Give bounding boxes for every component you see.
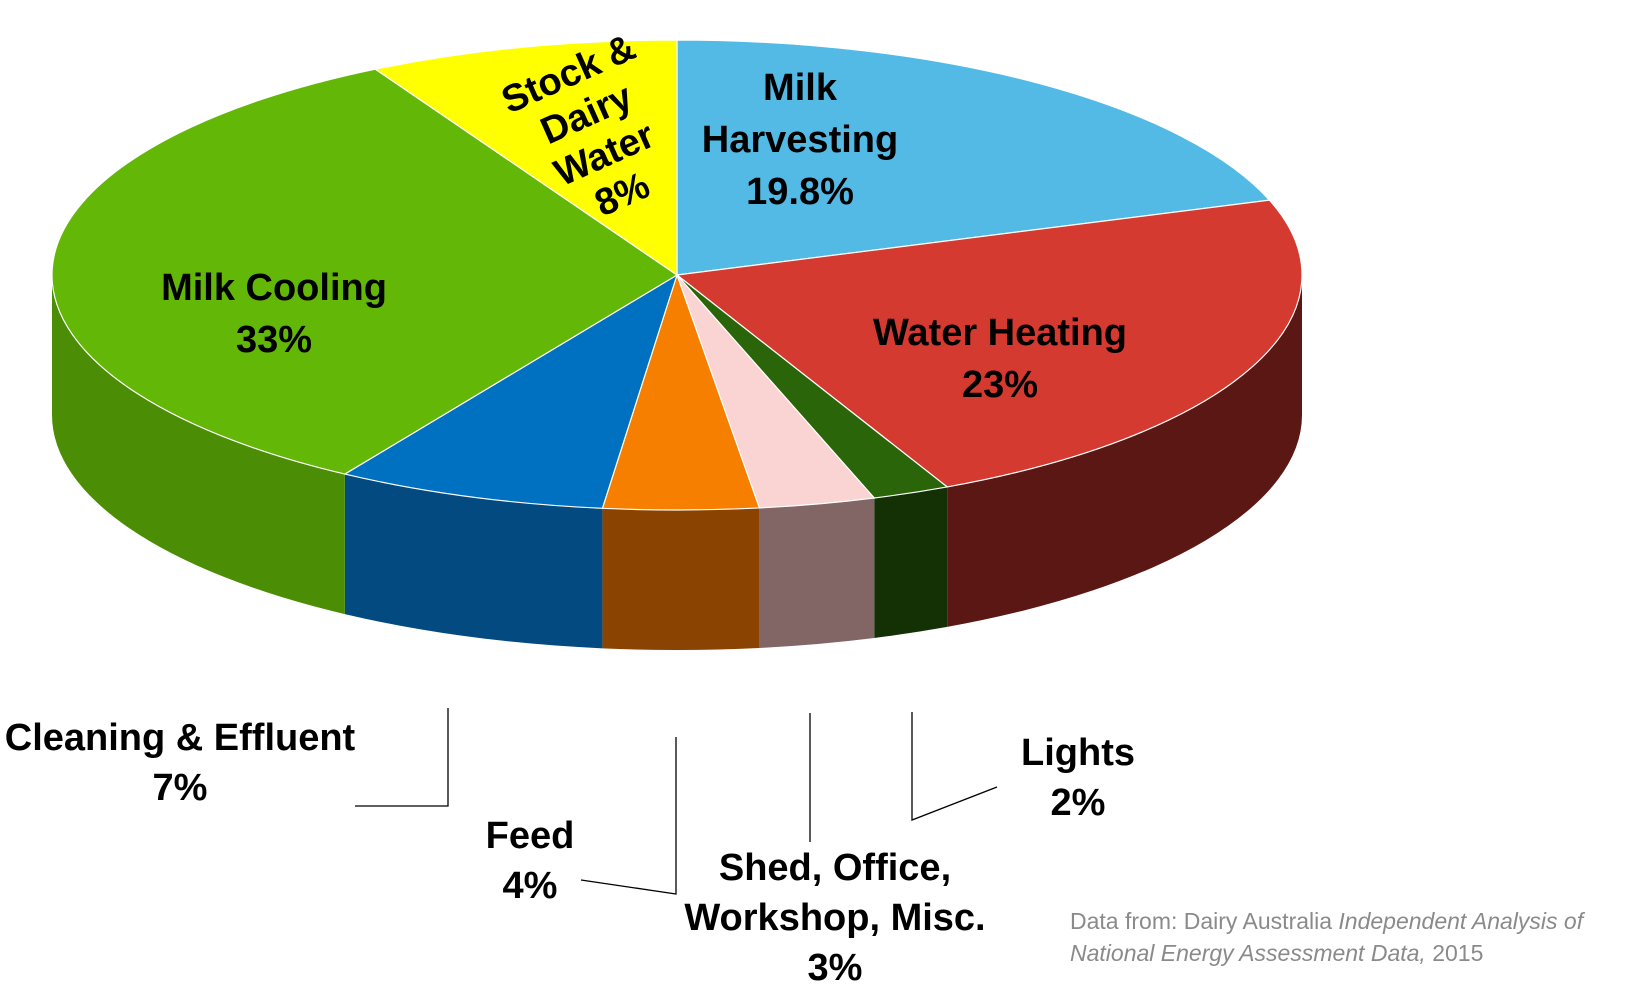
label-shed-line: Workshop, Misc. xyxy=(684,897,985,939)
source-note: Data from: Dairy Australia Independent A… xyxy=(1070,905,1630,969)
label-shed-line: Shed, Office, xyxy=(719,847,951,889)
source-year: 2015 xyxy=(1425,940,1484,966)
label-shed: Shed, Office, Workshop, Misc. 3% xyxy=(684,847,985,989)
label-milk-cooling-line: Milk Cooling xyxy=(161,267,387,309)
source-prefix: Data from: Dairy Australia xyxy=(1070,908,1339,934)
label-feed-line: 4% xyxy=(503,865,558,907)
pie-side-shed-office-workshop-misc xyxy=(759,497,875,648)
label-water-heating: Water Heating 23% xyxy=(873,312,1127,406)
pie-side-water-heating xyxy=(947,275,1302,627)
source-title: Independent Analysis of National Energy … xyxy=(1070,908,1584,966)
pie-slice-milk-cooling xyxy=(51,68,679,475)
label-cleaning: Cleaning & Effluent 7% xyxy=(5,717,356,809)
pie-slice-water-heating xyxy=(675,199,1303,488)
pie-side-feed xyxy=(602,507,760,650)
label-milk-cooling: Milk Cooling 33% xyxy=(161,267,387,361)
leader-lines xyxy=(355,708,998,895)
leader-line-feed xyxy=(580,737,677,895)
leader-line-cleaning xyxy=(355,708,449,807)
label-shed-line: 3% xyxy=(808,947,863,989)
label-milk-harvesting-line: Milk xyxy=(763,67,838,109)
pie-side-lights xyxy=(874,486,948,638)
label-lights-line: Lights xyxy=(1021,732,1135,774)
slice-labels: Milk Harvesting 19.8% Water Heating 23% Milk … xyxy=(5,26,1135,989)
label-lights: Lights 2% xyxy=(1021,732,1135,824)
label-water-heating-line: Water Heating xyxy=(873,312,1127,354)
label-water-heating-line: 23% xyxy=(962,364,1038,406)
pie-side-milk-cooling xyxy=(52,275,345,615)
leader-line-lights xyxy=(911,712,998,821)
label-milk-harvesting: Milk Harvesting 19.8% xyxy=(702,67,898,213)
pie-side-cleaning-effluent xyxy=(344,474,603,649)
label-milk-cooling-line: 33% xyxy=(236,319,312,361)
pie-sides xyxy=(52,275,1302,650)
label-cleaning-line: 7% xyxy=(153,767,208,809)
pie-slice-cleaning-effluent xyxy=(343,273,679,509)
label-milk-harvesting-line: Harvesting xyxy=(702,119,898,161)
label-feed: Feed 4% xyxy=(486,815,575,907)
label-milk-harvesting-line: 19.8% xyxy=(746,171,854,213)
pie-slice-milk-harvesting xyxy=(676,39,1271,276)
label-cleaning-line: Cleaning & Effluent xyxy=(5,717,356,759)
pie-slice-stock-dairy-water xyxy=(373,39,678,277)
pie-tops xyxy=(51,39,1303,511)
label-feed-line: Feed xyxy=(486,815,575,857)
label-lights-line: 2% xyxy=(1051,782,1106,824)
